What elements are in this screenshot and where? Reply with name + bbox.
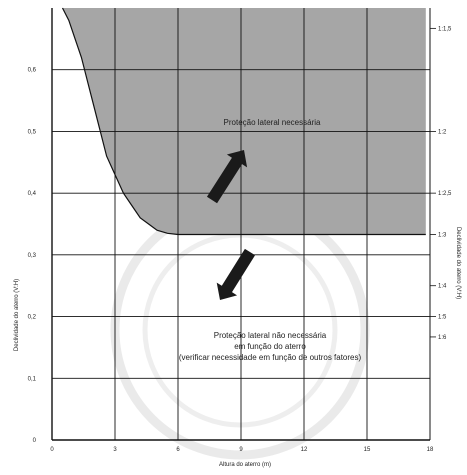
label-protection-not-required: (verificar necessidade em função de outr… xyxy=(179,353,362,362)
boundary-curve xyxy=(61,7,426,236)
x-tick-label: 15 xyxy=(364,447,371,453)
arrow-up-shape xyxy=(206,149,248,204)
y-tick-label: 0,3 xyxy=(28,253,37,259)
arrows xyxy=(206,149,256,300)
y-tick-label: 0,1 xyxy=(28,376,37,382)
x-axis-label: Altura do aterro (m) xyxy=(219,462,271,468)
arrow-down xyxy=(216,248,256,300)
right-tick-label: 1:2 xyxy=(438,129,447,135)
arrow-up xyxy=(206,149,248,204)
grid xyxy=(51,8,431,441)
x-tick-label: 18 xyxy=(427,447,434,453)
right-axis-label: Declividade do aterro (V:H) xyxy=(455,227,461,299)
y-axis-label: Declividade do aterro (V:H) xyxy=(14,279,20,351)
y-tick-label: 0,2 xyxy=(28,315,37,321)
x-tick-label: 12 xyxy=(301,447,308,453)
x-tick-label: 9 xyxy=(239,447,243,453)
y-tick-label: 0 xyxy=(33,438,37,444)
y-tick-label: 0,5 xyxy=(28,129,37,135)
right-tick-label: 1:6 xyxy=(438,335,447,341)
right-tick-label: 1:2,5 xyxy=(438,191,452,197)
tick-labels: 0 3 6 9 12 15 18 0 0,1 0,2 0,3 0,4 0,5 0,6 1:1,5 1:2 1:2… xyxy=(28,26,452,453)
x-tick-label: 3 xyxy=(113,447,117,453)
right-tick-label: 1:3 xyxy=(438,232,447,238)
shaded-region xyxy=(61,7,426,236)
y-tick-label: 0,4 xyxy=(28,191,37,197)
x-tick-label: 6 xyxy=(176,447,180,453)
arrow-down-shape xyxy=(216,248,256,300)
region-labels: Proteção lateral necessária Proteção late… xyxy=(179,118,362,362)
right-tick-label: 1:1,5 xyxy=(438,26,452,32)
y-tick-label: 0,6 xyxy=(28,68,37,74)
label-protection-not-required: Proteção lateral não necessária xyxy=(214,331,327,340)
right-tick-label: 1:4 xyxy=(438,284,447,290)
watermark-ring xyxy=(110,200,370,460)
label-protection-required: Proteção lateral necessária xyxy=(224,118,321,127)
x-tick-label: 0 xyxy=(50,447,54,453)
protection-required-area xyxy=(62,8,426,235)
right-tick-label: 1:5 xyxy=(438,315,447,321)
watermark xyxy=(110,200,370,460)
label-protection-not-required: em função do aterro xyxy=(234,342,306,351)
